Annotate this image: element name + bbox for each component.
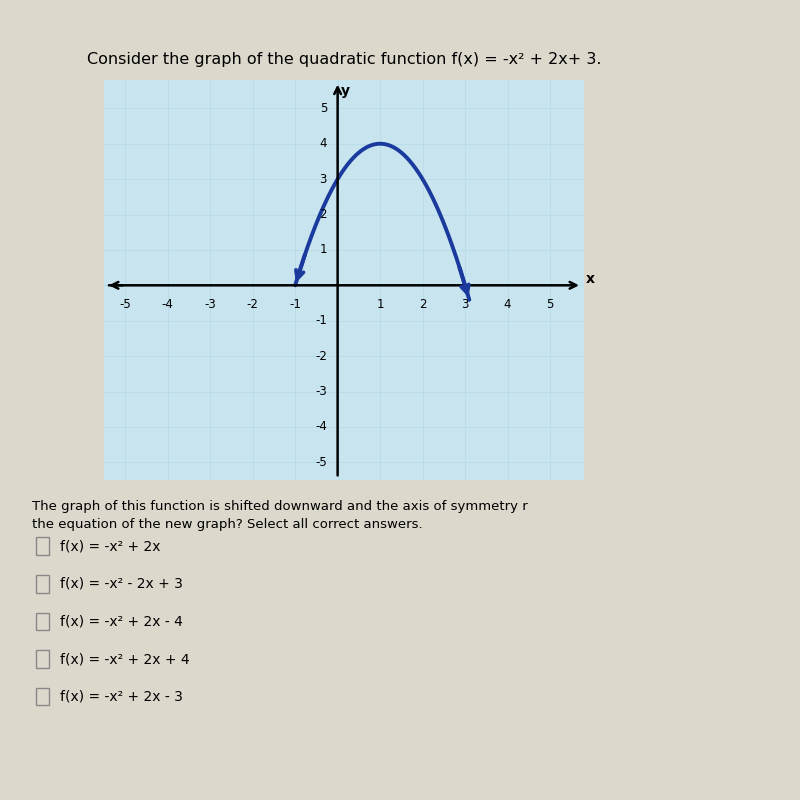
Text: 5: 5 bbox=[546, 298, 554, 310]
Text: 2: 2 bbox=[319, 208, 327, 221]
Text: -3: -3 bbox=[315, 385, 327, 398]
Text: 3: 3 bbox=[462, 298, 469, 310]
Text: f(x) = -x² + 2x: f(x) = -x² + 2x bbox=[60, 539, 161, 554]
Text: -4: -4 bbox=[315, 421, 327, 434]
Text: Consider the graph of the quadratic function f(x) = -x² + 2x+ 3.: Consider the graph of the quadratic func… bbox=[86, 52, 602, 67]
Text: 5: 5 bbox=[320, 102, 327, 115]
Text: the equation of the new graph? Select all correct answers.: the equation of the new graph? Select al… bbox=[32, 518, 422, 530]
Text: 1: 1 bbox=[376, 298, 384, 310]
Text: f(x) = -x² - 2x + 3: f(x) = -x² - 2x + 3 bbox=[60, 577, 183, 591]
Text: 3: 3 bbox=[320, 173, 327, 186]
Text: -1: -1 bbox=[290, 298, 301, 310]
Text: -5: -5 bbox=[119, 298, 131, 310]
Text: f(x) = -x² + 2x - 3: f(x) = -x² + 2x - 3 bbox=[60, 690, 183, 704]
Text: -2: -2 bbox=[246, 298, 258, 310]
Text: 4: 4 bbox=[319, 138, 327, 150]
Text: 2: 2 bbox=[419, 298, 426, 310]
Text: x: x bbox=[586, 272, 595, 286]
Text: The graph of this function is shifted downward and the axis of symmetry r: The graph of this function is shifted do… bbox=[32, 500, 528, 513]
Text: y: y bbox=[341, 83, 350, 98]
Text: -5: -5 bbox=[315, 456, 327, 469]
Text: f(x) = -x² + 2x + 4: f(x) = -x² + 2x + 4 bbox=[60, 652, 190, 666]
Text: -4: -4 bbox=[162, 298, 174, 310]
Text: 1: 1 bbox=[319, 243, 327, 257]
Text: -1: -1 bbox=[315, 314, 327, 327]
Text: -2: -2 bbox=[315, 350, 327, 362]
Text: 4: 4 bbox=[504, 298, 511, 310]
Text: -3: -3 bbox=[204, 298, 216, 310]
Text: f(x) = -x² + 2x - 4: f(x) = -x² + 2x - 4 bbox=[60, 614, 183, 629]
